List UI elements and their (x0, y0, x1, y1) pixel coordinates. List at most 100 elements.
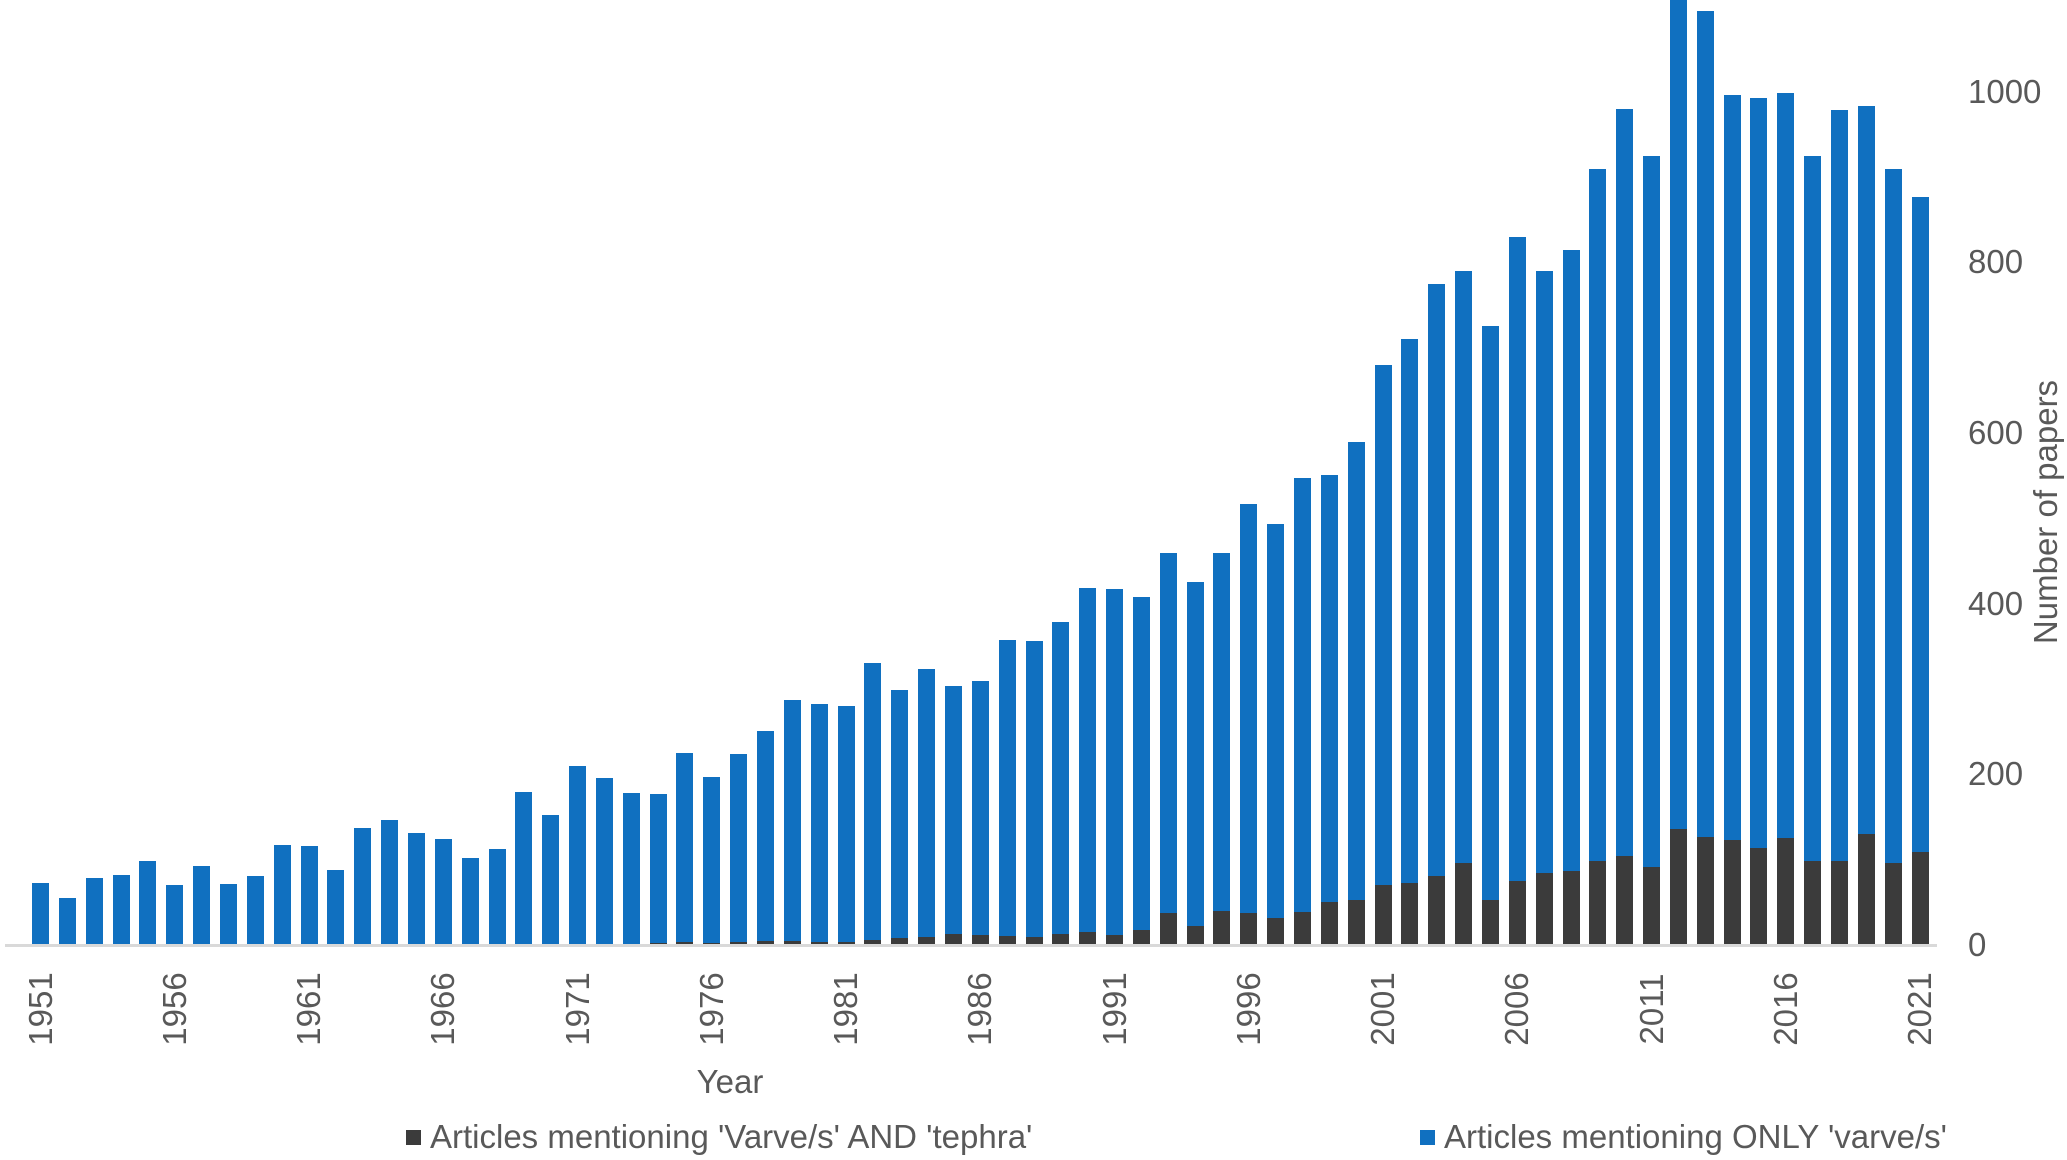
segment-varve-and-tephra (1079, 932, 1097, 945)
segment-varve-and-tephra (971, 934, 989, 945)
bar-1970 (542, 815, 560, 945)
bar-1977 (730, 753, 748, 945)
segment-varve-and-tephra (1508, 881, 1526, 945)
legend-item-varve: Articles mentioning ONLY 'varve/s' (1420, 1118, 1947, 1156)
segment-varve-and-tephra (1481, 899, 1499, 945)
segment-varve-and-tephra (1132, 929, 1150, 945)
segment-varve-and-tephra (1804, 860, 1822, 945)
segment-only-varve (918, 669, 936, 938)
x-axis-line (5, 944, 1937, 947)
segment-only-varve (1294, 478, 1311, 912)
bar-2018 (1831, 110, 1848, 945)
segment-only-varve (1401, 339, 1419, 883)
segment-only-varve (998, 640, 1016, 936)
bar-2011 (1643, 155, 1660, 945)
y-tick-600: 600 (1968, 414, 2024, 451)
segment-varve-and-tephra (1777, 837, 1795, 945)
legend-label-varve: Articles mentioning ONLY 'varve/s' (1444, 1118, 1947, 1155)
segment-only-varve (1025, 641, 1043, 938)
segment-only-varve (595, 777, 613, 945)
segment-only-varve (327, 869, 345, 945)
bar-1963 (354, 828, 372, 945)
bar-1975 (676, 753, 694, 945)
segment-only-varve (622, 793, 640, 945)
bar-1974 (649, 794, 667, 945)
bar-2016 (1777, 92, 1795, 945)
segment-varve-and-tephra (1401, 882, 1419, 945)
segment-varve-and-tephra (1696, 836, 1714, 945)
segment-only-varve (891, 689, 909, 939)
bar-1978 (757, 730, 774, 945)
segment-varve-and-tephra (1186, 926, 1204, 945)
x-tick-1971: 1971 (559, 972, 596, 1046)
segment-varve-and-tephra (1589, 860, 1607, 945)
bar-1969 (515, 792, 533, 945)
segment-varve-and-tephra (918, 937, 936, 945)
bar-1995 (1213, 552, 1231, 945)
bar-2019 (1857, 106, 1875, 945)
segment-only-varve (971, 681, 989, 935)
segment-only-varve (1804, 155, 1822, 861)
segment-only-varve (1589, 168, 1607, 861)
x-tick-2011: 2011 (1633, 973, 1670, 1045)
segment-varve-and-tephra (998, 935, 1016, 945)
bar-1972 (595, 777, 613, 945)
segment-varve-and-tephra (1911, 852, 1929, 945)
x-tick-1981: 1981 (827, 972, 864, 1046)
bar-2007 (1535, 270, 1553, 945)
bar-1980 (810, 703, 828, 945)
y-tick-0: 0 (1968, 926, 1987, 963)
segment-varve-and-tephra (1723, 840, 1741, 945)
segment-varve-and-tephra (1267, 917, 1285, 945)
x-tick-1991: 1991 (1096, 972, 1133, 1046)
segment-varve-and-tephra (1213, 910, 1231, 945)
segment-only-varve (1535, 270, 1553, 874)
bar-1982 (864, 663, 882, 945)
bar-1998 (1294, 478, 1311, 945)
segment-only-varve (1186, 582, 1204, 927)
bar-1961 (300, 846, 318, 945)
bar-1992 (1132, 596, 1150, 945)
bar-1997 (1267, 523, 1285, 945)
bar-1988 (1025, 641, 1043, 945)
bar-2017 (1804, 155, 1822, 945)
bar-1994 (1186, 582, 1204, 945)
bar-1958 (220, 883, 237, 945)
segment-varve-and-tephra (1831, 860, 1848, 945)
bar-1986 (971, 681, 989, 945)
segment-only-varve (649, 794, 667, 944)
bar-1960 (273, 845, 291, 945)
segment-only-varve (837, 706, 855, 942)
x-tick-2021: 2021 (1901, 972, 1938, 1046)
segment-varve-and-tephra (1857, 834, 1875, 945)
bar-1993 (1159, 553, 1177, 945)
segment-only-varve (246, 875, 264, 945)
segment-only-varve (1240, 503, 1258, 914)
segment-only-varve (1320, 474, 1338, 902)
segment-only-varve (1481, 326, 1499, 900)
bar-1984 (918, 669, 936, 945)
segment-only-varve (273, 845, 291, 945)
segment-only-varve (381, 819, 399, 945)
segment-varve-and-tephra (944, 933, 962, 945)
segment-only-varve (1052, 622, 1070, 934)
bar-2014 (1723, 95, 1741, 945)
segment-only-varve (676, 753, 694, 943)
segment-only-varve (1723, 95, 1741, 840)
bar-2008 (1562, 249, 1580, 945)
x-tick-2006: 2006 (1498, 972, 1535, 1046)
y-tick-400: 400 (1968, 585, 2024, 622)
segment-varve-and-tephra (810, 942, 828, 945)
bar-1981 (837, 706, 855, 945)
segment-only-varve (1857, 106, 1875, 835)
bar-2020 (1884, 169, 1902, 945)
segment-only-varve (300, 846, 318, 945)
segment-only-varve (1347, 441, 1365, 900)
segment-only-varve (1669, 0, 1687, 829)
segment-only-varve (864, 663, 882, 940)
segment-varve-and-tephra (1374, 885, 1392, 945)
x-tick-1976: 1976 (693, 972, 730, 1046)
bar-2010 (1616, 108, 1634, 945)
bar-1983 (891, 689, 909, 945)
segment-only-varve (1750, 97, 1768, 848)
